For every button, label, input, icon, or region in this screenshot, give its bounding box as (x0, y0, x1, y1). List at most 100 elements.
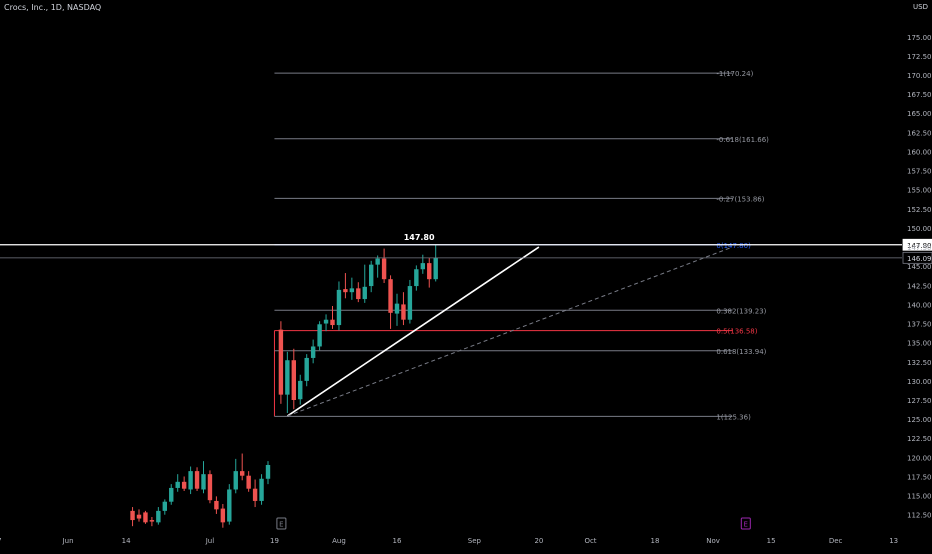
candle-body (414, 269, 419, 287)
dashed-trendline[interactable] (287, 246, 733, 417)
candle-body (304, 357, 309, 381)
candle-body (201, 474, 206, 490)
x-tick-label: 19 (270, 537, 279, 545)
fib-level-label: -1(170.24) (716, 70, 753, 78)
candle-body (259, 478, 264, 501)
candle-body (336, 289, 342, 326)
candle-body (317, 324, 322, 347)
y-tick-label: 145.00 (907, 263, 932, 271)
y-tick-label: 167.50 (907, 91, 932, 99)
candle-body (356, 288, 361, 300)
x-tick-label: 15 (767, 537, 776, 545)
y-tick-label: 162.50 (907, 129, 932, 137)
price-tag (902, 238, 932, 251)
fib-level-label: 0(147.80) (716, 242, 751, 250)
candlestick-series (130, 244, 438, 528)
y-tick-label: 135.00 (907, 340, 932, 348)
y-tick-label: 175.00 (907, 34, 932, 42)
candle-body (156, 510, 161, 523)
price-tag-label: 147.80 (907, 242, 932, 250)
fib-level-label: -0.618(161.66) (716, 136, 769, 144)
y-tick-label: 150.00 (907, 225, 932, 233)
candle-body (369, 264, 374, 287)
candle-body (169, 487, 174, 502)
candle-body (285, 360, 290, 395)
price-tag (902, 251, 932, 264)
candle-body (388, 279, 393, 313)
candle-body (227, 489, 232, 522)
candle-body (175, 481, 180, 488)
candle-body (181, 481, 187, 489)
candle-body (246, 475, 251, 489)
candle-body (407, 286, 413, 320)
candle-body (343, 289, 348, 293)
candle-body (433, 257, 438, 280)
earnings-marker[interactable] (740, 517, 751, 530)
x-tick-label: Dec (829, 537, 843, 545)
candle-body (362, 286, 367, 300)
time-axis[interactable]: 17 Jun 14 Jul 19 Aug 16 Sep 20 Oct 18 Nov 15 Dec 13 (0, 537, 898, 545)
y-tick-label: 130.00 (907, 378, 932, 386)
fib-level-label: 0.5(136.58) (716, 328, 757, 336)
trendlines[interactable] (286, 246, 733, 417)
y-tick-label: 147.50 (907, 244, 932, 252)
x-tick-label: 18 (651, 537, 660, 545)
y-tick-label: 152.50 (907, 206, 932, 214)
price-lines[interactable]: 147.80 146.09 147.80 (0, 233, 932, 264)
fibonacci-retracement[interactable]: -1(170.24) -0.618(161.66) -0.27(153.86) 0(1… (273, 70, 769, 421)
y-tick-label: 165.00 (907, 110, 932, 118)
x-tick-label: Sep (468, 537, 482, 545)
y-tick-label: 142.50 (907, 282, 932, 290)
candle-body (240, 471, 245, 476)
price-tag-label: 146.09 (907, 255, 932, 263)
trendline[interactable] (286, 246, 540, 417)
x-tick-label: Oct (584, 537, 596, 545)
candle-body (162, 501, 167, 511)
x-tick-label: 13 (889, 537, 898, 545)
y-tick-label: 160.00 (907, 148, 932, 156)
candle-body (298, 380, 303, 400)
candle-body (136, 514, 142, 519)
y-tick-label: 122.50 (907, 435, 932, 443)
fib-level-label: 0.618(133.94) (716, 348, 766, 356)
high-price-annotation: 147.80 (404, 233, 435, 242)
y-tick-label: 155.00 (907, 187, 932, 195)
candle-body (310, 346, 316, 358)
x-tick-label: Nov (706, 537, 720, 545)
y-tick-label: 117.50 (907, 473, 932, 481)
y-tick-label: 172.50 (907, 53, 932, 61)
candle-body (143, 512, 148, 523)
fib-level-label: 1(125.36) (716, 413, 751, 421)
candle-body (381, 258, 387, 280)
candle-body (214, 500, 219, 510)
x-tick-label: 17 (0, 537, 2, 545)
y-tick-label: 170.00 (907, 72, 932, 80)
x-tick-label: 16 (393, 537, 402, 545)
y-tick-label: 140.00 (907, 301, 932, 309)
candle-body (349, 288, 355, 293)
y-tick-label: 112.50 (907, 512, 932, 520)
candle-body (194, 471, 200, 489)
fib-level-label: -0.27(153.86) (716, 195, 764, 203)
candle-body (375, 258, 380, 265)
currency-label[interactable]: USD (913, 3, 928, 11)
earnings-marker[interactable] (276, 517, 287, 530)
candle-body (130, 510, 135, 521)
symbol-legend[interactable]: Crocs, Inc., 1D, NASDAQ (4, 3, 102, 12)
y-tick-label: 137.50 (907, 321, 932, 329)
candle-body (323, 319, 329, 324)
candle-body (278, 329, 284, 395)
candle-body (427, 263, 432, 280)
candle-body (330, 319, 335, 326)
price-axis[interactable]: 112.50 115.00 117.50 120.00 122.50 125.00 127.… (907, 34, 932, 520)
candle-body (401, 304, 406, 320)
y-tick-label: 120.00 (907, 454, 932, 462)
candle-body (252, 488, 258, 501)
y-tick-label: 115.00 (907, 493, 932, 501)
y-tick-label: 127.50 (907, 397, 932, 405)
candle-body (220, 508, 226, 523)
candle-body (265, 465, 271, 479)
